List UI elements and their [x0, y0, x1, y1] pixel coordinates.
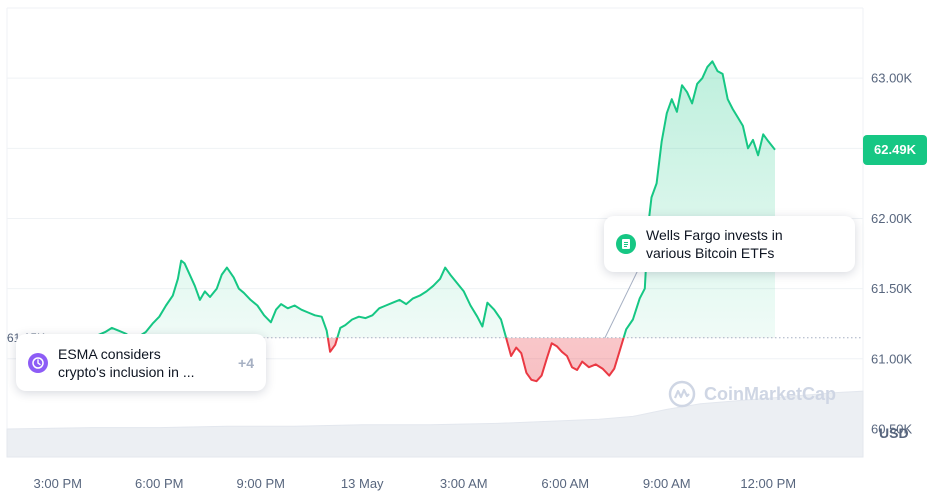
y-tick-label: 63.00K	[871, 71, 913, 86]
x-tick-label: 9:00 PM	[237, 476, 285, 491]
current-price-badge: 62.49K	[863, 134, 927, 165]
news-headline: Wells Fargo invests in various Bitcoin E…	[646, 227, 783, 261]
news-callout-esma[interactable]: ESMA considers crypto's inclusion in ...…	[16, 334, 266, 391]
x-tick-label: 12:00 PM	[740, 476, 796, 491]
y-tick-label: 61.50K	[871, 281, 913, 296]
news-headline: ESMA considers crypto's inclusion in ...	[58, 345, 195, 380]
area-below-baseline	[67, 337, 624, 382]
clock-icon	[28, 352, 48, 373]
more-news-count[interactable]: +4	[238, 354, 254, 371]
area-above-baseline	[67, 61, 775, 338]
y-tick-label: 61.00K	[871, 351, 913, 366]
coinmarketcap-logo-icon	[668, 380, 696, 408]
document-icon	[616, 234, 636, 254]
y-tick-label: 62.00K	[871, 211, 913, 226]
watermark: CoinMarketCap	[668, 380, 836, 408]
volume-area	[6, 390, 864, 458]
news-callout-wells-fargo[interactable]: Wells Fargo invests in various Bitcoin E…	[604, 216, 855, 272]
x-tick-label: 13 May	[341, 476, 384, 491]
price-line-up	[67, 60, 776, 338]
x-tick-label: 6:00 AM	[541, 476, 589, 491]
x-axis: 3:00 PM 6:00 PM 9:00 PM 13 May 3:00 AM 6:00 A…	[34, 476, 797, 491]
x-tick-label: 6:00 PM	[135, 476, 183, 491]
x-tick-label: 9:00 AM	[643, 476, 691, 491]
watermark-text: CoinMarketCap	[704, 383, 837, 404]
x-tick-label: 3:00 PM	[34, 476, 82, 491]
x-tick-label: 3:00 AM	[440, 476, 488, 491]
y-tick-label: 60.50K	[871, 421, 913, 436]
news-connector-line	[604, 269, 639, 338]
unit-label: USD	[879, 425, 909, 441]
